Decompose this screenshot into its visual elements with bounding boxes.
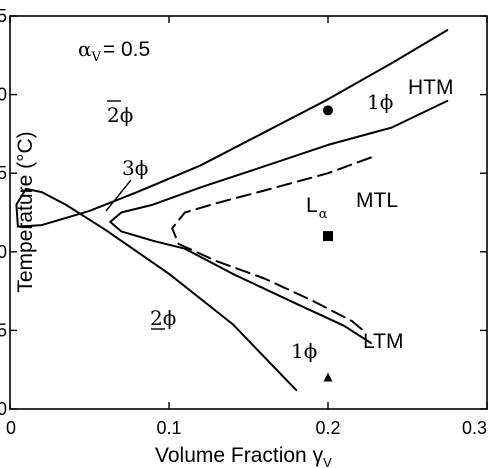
y-tick-label: 40: [0, 85, 7, 105]
y-axis-title: Temperature (°C): [14, 131, 37, 292]
y-tick-label: 20: [0, 399, 7, 419]
x-tick-label: 0.2: [315, 418, 340, 438]
l-alpha-label: Lα: [306, 194, 328, 222]
one-phase-lower-label: 1ϕ: [291, 339, 317, 363]
y-tick-label: 30: [0, 242, 7, 262]
x-tick-label: 0.1: [156, 418, 181, 438]
phase-boundary-line-4: [171, 156, 372, 332]
y-tick-label: 25: [0, 320, 7, 340]
two-phase-lower-label: 2ϕ: [150, 306, 176, 330]
marker-circle: [323, 105, 333, 116]
one-phase-upper-label: 1ϕ: [367, 90, 393, 114]
htm-label: HTM: [408, 76, 454, 99]
phase-boundary-line-3: [109, 99, 449, 344]
y-tick-label: 45: [0, 6, 7, 26]
marker-triangle: [323, 372, 333, 382]
mtl-label: MTL: [356, 189, 398, 212]
x-axis-title: Volume Fraction γV: [155, 444, 332, 468]
three-phase-label: 3ϕ: [122, 156, 148, 180]
x-tick-label: 0: [6, 418, 16, 438]
ltm-label: LTM: [363, 330, 403, 353]
alpha-annotation: αV= 0.5: [78, 37, 150, 65]
x-tick-label: 0.3: [462, 418, 487, 438]
plot-frame: [9, 15, 488, 410]
phase-boundary-line-1: [16, 29, 449, 228]
y-ticks: 20 25 30 35 40 45: [0, 6, 487, 419]
x-ticks: 0 0.1 0.2 0.3: [6, 16, 488, 438]
series-layer: [15, 29, 449, 392]
y-tick-label: 35: [0, 163, 7, 183]
three-phase-pointer: [105, 179, 132, 212]
two-phase-upper-label: 2ϕ: [107, 103, 133, 127]
marker-square: [323, 231, 333, 242]
phase-boundary-line-2: [15, 187, 298, 392]
marker-layer: [323, 105, 333, 382]
